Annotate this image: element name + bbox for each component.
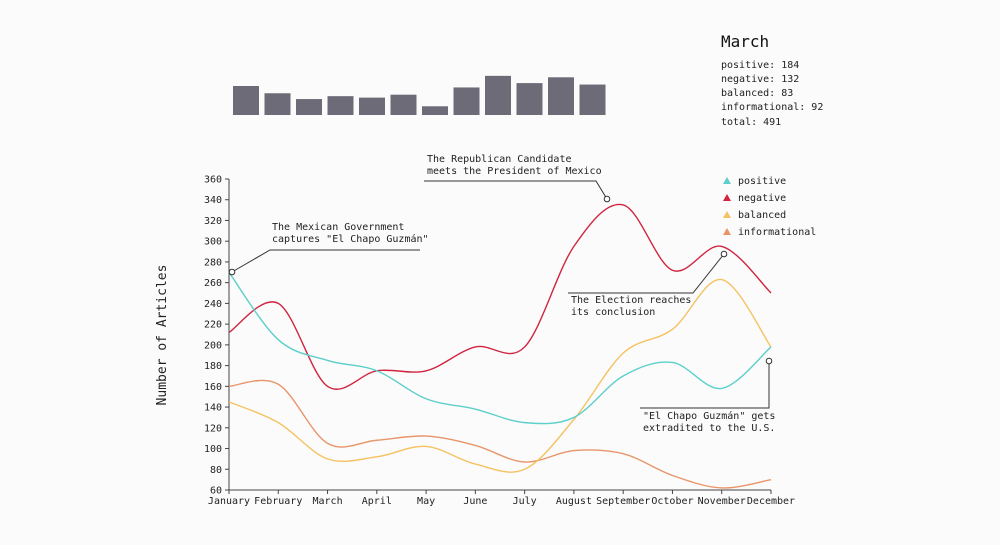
annotation-text: The Mexican Government (272, 222, 404, 233)
y-tick-label: 120 (204, 423, 222, 434)
annotation-marker (720, 250, 728, 258)
y-tick-label: 240 (204, 299, 222, 310)
y-tick-label: 160 (204, 382, 222, 393)
annotation-marker (228, 268, 236, 276)
info-panel-line: informational: 92 (721, 102, 823, 113)
series-line-positive (228, 271, 772, 425)
legend-label: positive (738, 176, 786, 187)
annotation-marker (603, 195, 611, 203)
series-line-negative (228, 203, 772, 390)
info-panel-month: March (721, 32, 769, 51)
legend-label: balanced (738, 210, 786, 221)
y-tick-label: 80 (210, 465, 222, 476)
info-panel-line: positive: 184 (721, 60, 799, 71)
bar-december (579, 84, 606, 115)
x-tick-label: February (254, 496, 302, 507)
info-panel-line: negative: 132 (721, 74, 799, 85)
legend-label: informational (738, 227, 816, 238)
y-tick-label: 300 (204, 237, 222, 248)
bar-august (453, 87, 480, 115)
annotation-text: its conclusion (571, 307, 655, 318)
bar-october (516, 83, 543, 115)
bar-may (359, 97, 385, 115)
bar-april (327, 96, 354, 115)
annotation-text: The Election reaches (571, 295, 691, 306)
x-tick-label: June (463, 496, 487, 507)
y-tick-label: 360 (204, 175, 222, 186)
x-tick-label: May (417, 496, 435, 507)
annotation-leader-line (568, 253, 725, 294)
y-tick-label: 260 (204, 278, 222, 289)
y-axis-label: Number of Articles (155, 265, 170, 406)
annotation-leader-line (424, 180, 608, 200)
annotation-text: captures "El Chapo Guzmán" (272, 233, 429, 245)
y-tick-label: 100 (204, 444, 222, 455)
bar-june (390, 94, 417, 115)
annotation-text: The Republican Candidate (427, 154, 572, 165)
legend-marker-balanced (723, 211, 731, 218)
x-tick-label: April (362, 496, 392, 507)
x-tick-label: November (698, 496, 746, 507)
monthly-bar-strip (233, 75, 606, 115)
annotation-marker (765, 357, 773, 365)
series-line-balanced (228, 278, 772, 473)
y-tick-label: 340 (204, 195, 222, 206)
legend-marker-positive (723, 177, 731, 184)
annotation-text: meets the President of Mexico (427, 166, 602, 177)
x-tick-label: January (208, 496, 250, 507)
bar-january (233, 86, 259, 115)
annotation-leader-line (231, 249, 420, 273)
annotation-text: "El Chapo Guzmán" gets (643, 410, 775, 422)
legend: positive negative balanced informational (723, 176, 816, 238)
bar-november (548, 77, 574, 115)
annotation-text: extradited to the U.S. (643, 423, 775, 434)
y-tick-label: 140 (204, 403, 222, 414)
x-tick-label: August (556, 496, 592, 507)
y-tick-label: 320 (204, 216, 222, 227)
bar-march (296, 99, 322, 115)
info-panel: March positive: 184 negative: 132 balanc… (721, 32, 823, 128)
legend-marker-informational (723, 228, 731, 235)
y-tick-label: 200 (204, 340, 222, 351)
y-tick-label: 280 (204, 257, 222, 268)
y-tick-label: 220 (204, 320, 222, 331)
x-tick-label: October (651, 496, 693, 507)
x-tick-label: September (596, 496, 650, 507)
info-panel-line: balanced: 83 (721, 88, 793, 99)
legend-marker-negative (723, 194, 731, 201)
legend-label: negative (738, 193, 786, 204)
series-line-informational (228, 379, 772, 489)
x-tick-label: March (312, 496, 342, 507)
chart-axes: 60 80 100 120 140 160 180 200 220 240 260 280 300 320… (204, 175, 795, 508)
y-tick-label: 60 (210, 486, 222, 497)
bar-july (422, 106, 448, 115)
chart-series (228, 203, 772, 489)
y-tick-label: 180 (204, 361, 222, 372)
info-panel-line: total: 491 (721, 117, 781, 128)
x-tick-label: December (747, 496, 795, 507)
annotation-leader-line (640, 361, 770, 409)
x-tick-label: July (513, 496, 537, 507)
bar-february (264, 93, 291, 115)
bar-september (485, 75, 511, 115)
